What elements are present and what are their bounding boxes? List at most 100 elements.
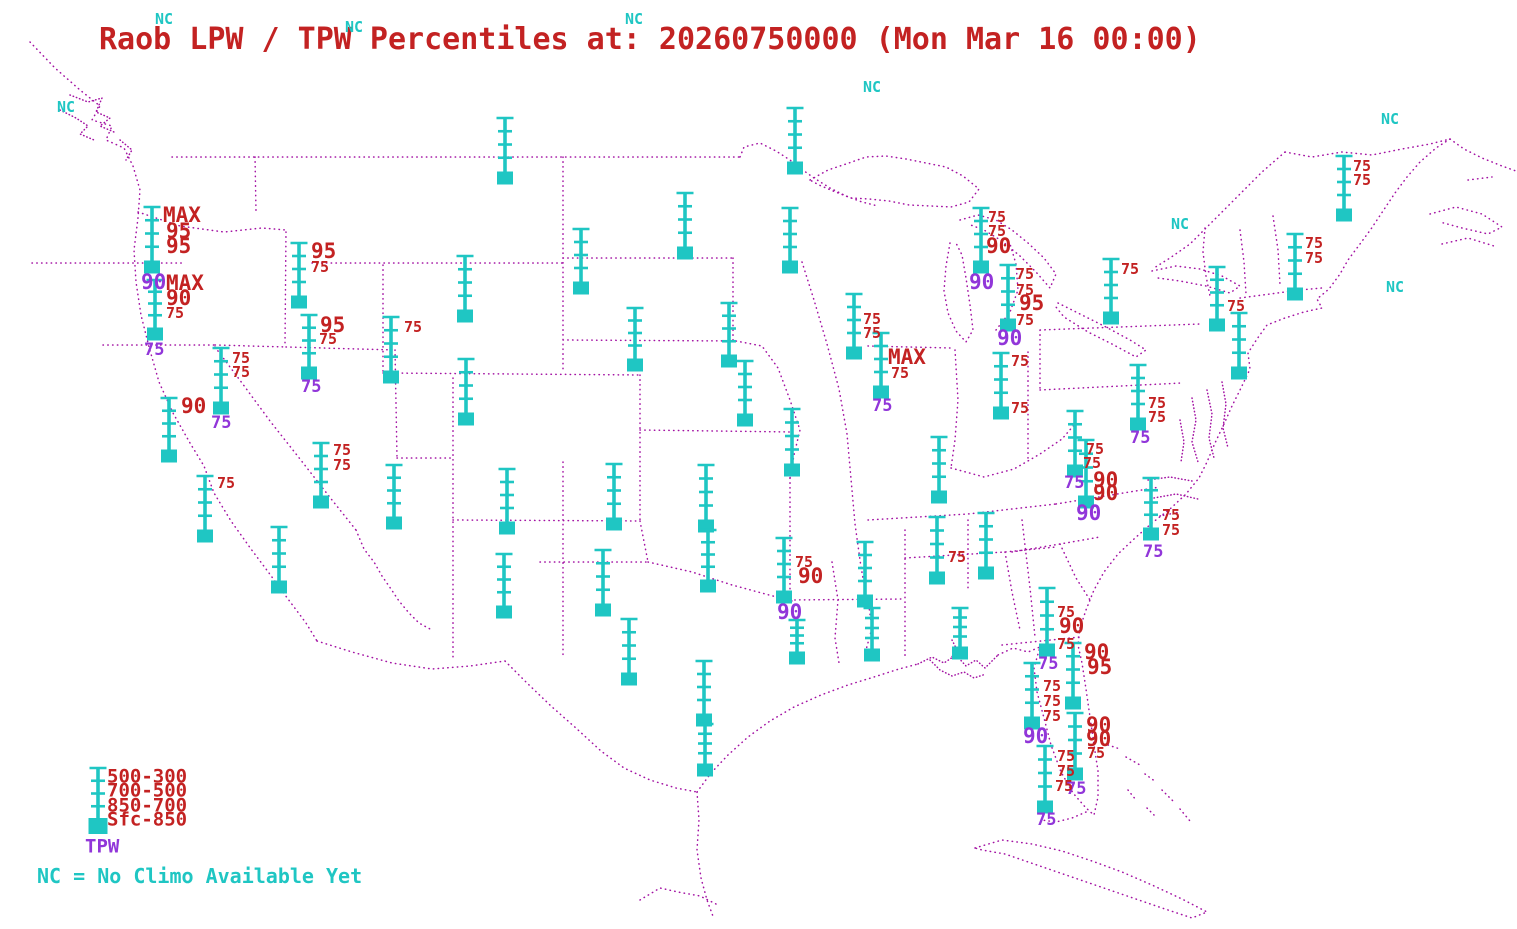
tpw-percentile-label: 75 bbox=[211, 413, 232, 434]
station-marker bbox=[88, 766, 108, 834]
station-marker bbox=[1066, 711, 1084, 781]
station-marker bbox=[856, 540, 874, 608]
legend-tpw-label: TPW bbox=[85, 835, 120, 858]
layer-percentile-label: 75 bbox=[1043, 677, 1062, 696]
station-marker bbox=[456, 254, 474, 323]
map-mexico-border bbox=[316, 640, 919, 920]
layer-percentile-label: MAX bbox=[163, 203, 201, 228]
nc-label: NC bbox=[57, 98, 76, 117]
layer-percentile-label: 90 bbox=[1059, 614, 1085, 639]
layer-percentile-label: 75 bbox=[863, 324, 882, 343]
station-marker bbox=[143, 205, 161, 274]
legend-layer-850-700: 850-700 bbox=[107, 794, 188, 817]
layer-percentile-label: 75 bbox=[1353, 157, 1372, 176]
station-marker bbox=[736, 359, 754, 427]
nc-label: NC bbox=[155, 10, 174, 29]
station-marker bbox=[676, 191, 694, 260]
station-marker bbox=[1142, 476, 1160, 541]
layer-percentile-label: 75 bbox=[948, 548, 967, 567]
layer-percentile-label: 95 bbox=[1087, 655, 1113, 680]
layer-percentile-label: 75 bbox=[1011, 352, 1030, 371]
layer-percentile-label: 75 bbox=[333, 456, 352, 475]
tpw-percentile-label: 75 bbox=[1143, 542, 1164, 563]
station-marker bbox=[1335, 154, 1353, 222]
station-marker bbox=[863, 606, 881, 662]
nc-label: NC bbox=[863, 78, 882, 97]
nc-label: NC bbox=[625, 10, 644, 29]
layer-percentile-label: 75 bbox=[988, 208, 1007, 227]
station-marker bbox=[1077, 438, 1095, 509]
layer-percentile-label: 90 bbox=[1093, 468, 1119, 493]
tpw-percentile-label: 75 bbox=[1130, 428, 1151, 449]
map-chesapeake bbox=[1147, 381, 1229, 517]
station-marker bbox=[385, 463, 403, 530]
station-marker bbox=[781, 206, 799, 274]
nc-label: NC bbox=[345, 18, 364, 37]
layer-percentile-label: 75 bbox=[795, 553, 814, 572]
tpw-percentile-label: 90 bbox=[1023, 724, 1049, 749]
layer-percentile-label: 90 bbox=[1084, 640, 1110, 665]
station-marker bbox=[605, 462, 623, 531]
legend-layer-sfc-850: Sfc-850 bbox=[107, 808, 188, 831]
tpw-percentile-label: 90 bbox=[141, 270, 167, 295]
tpw-percentile-label: 75 bbox=[144, 340, 165, 361]
layer-percentile-label: 75 bbox=[1043, 692, 1062, 711]
tpw-percentile-label: 75 bbox=[1038, 654, 1059, 675]
layer-percentile-label: 75 bbox=[863, 310, 882, 329]
station-marker bbox=[620, 617, 638, 686]
layer-percentile-label: 75 bbox=[1087, 744, 1106, 763]
map-cuba-bahamas bbox=[974, 744, 1209, 919]
station-marker bbox=[775, 536, 793, 604]
tpw-percentile-label: 75 bbox=[1036, 810, 1057, 831]
page-title: Raob LPW / TPW Percentiles at: 202607500… bbox=[99, 22, 1201, 57]
station-marker bbox=[845, 292, 863, 360]
station-marker bbox=[196, 474, 214, 543]
station-marker bbox=[720, 301, 738, 368]
layer-percentile-label: 75 bbox=[1305, 234, 1324, 253]
nc-label: NC bbox=[1381, 110, 1400, 129]
layer-percentile-label: 90 bbox=[986, 234, 1012, 259]
layer-percentile-label: 75 bbox=[891, 364, 910, 383]
legend-layer-500-300: 500-300 bbox=[107, 765, 188, 788]
station-marker bbox=[160, 396, 178, 463]
station-marker bbox=[146, 278, 164, 341]
station-marker bbox=[696, 722, 714, 777]
layer-percentile-label: 75 bbox=[1016, 281, 1035, 300]
station-marker bbox=[594, 548, 612, 617]
station-marker bbox=[572, 227, 590, 295]
station-marker bbox=[695, 659, 713, 727]
map-florida bbox=[997, 644, 1099, 823]
layer-percentile-label: 90 bbox=[1086, 727, 1112, 752]
layer-percentile-label: 75 bbox=[1305, 249, 1324, 268]
layer-percentile-label: 75 bbox=[1162, 521, 1181, 540]
map-st-lawrence bbox=[1153, 138, 1517, 299]
station-marker bbox=[312, 441, 330, 509]
map-canada-border bbox=[171, 142, 879, 207]
station-marker bbox=[212, 346, 230, 415]
layer-percentile-label: 95 bbox=[166, 219, 192, 244]
tpw-percentile-label: 90 bbox=[997, 326, 1023, 351]
layer-percentile-label: 75 bbox=[1353, 171, 1372, 190]
layer-percentile-label: 75 bbox=[311, 258, 330, 277]
map-pacific-coast bbox=[29, 41, 318, 642]
station-marker bbox=[1036, 744, 1054, 814]
layer-percentile-label: 75 bbox=[1043, 707, 1062, 726]
station-marker bbox=[1286, 232, 1304, 301]
tpw-percentile-label: 75 bbox=[872, 396, 893, 417]
tpw-percentile-label: 90 bbox=[777, 600, 803, 625]
station-marker bbox=[300, 313, 318, 380]
station-marker bbox=[457, 357, 475, 426]
map-puget-sound bbox=[59, 94, 133, 161]
station-marker bbox=[382, 315, 400, 384]
station-marker bbox=[783, 407, 801, 477]
layer-percentile-label: 75 bbox=[1148, 394, 1167, 413]
tpw-percentile-label: 75 bbox=[301, 377, 322, 398]
layer-percentile-label: 95 bbox=[320, 313, 346, 338]
station-marker bbox=[972, 206, 990, 274]
station-marker bbox=[626, 306, 644, 372]
layer-percentile-label: 75 bbox=[1011, 399, 1030, 418]
station-marker bbox=[1038, 586, 1056, 657]
layer-percentile-label: 75 bbox=[1086, 440, 1105, 459]
